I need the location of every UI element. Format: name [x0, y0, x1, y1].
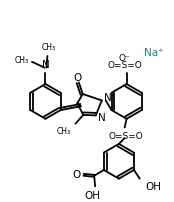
- Text: CH₃: CH₃: [57, 126, 71, 136]
- Text: OH: OH: [145, 182, 161, 191]
- Text: CH₃: CH₃: [15, 56, 29, 65]
- Text: N: N: [42, 60, 49, 70]
- Text: O⁻: O⁻: [119, 54, 130, 63]
- Text: O: O: [74, 73, 82, 83]
- Text: O=S=O: O=S=O: [107, 61, 142, 70]
- Text: CH₃: CH₃: [41, 43, 56, 52]
- Text: O=S=O: O=S=O: [108, 132, 143, 141]
- Text: Na⁺: Na⁺: [144, 48, 164, 58]
- Text: N: N: [98, 113, 105, 123]
- Text: O: O: [72, 170, 81, 180]
- Text: N: N: [104, 94, 112, 103]
- Text: OH: OH: [84, 191, 100, 201]
